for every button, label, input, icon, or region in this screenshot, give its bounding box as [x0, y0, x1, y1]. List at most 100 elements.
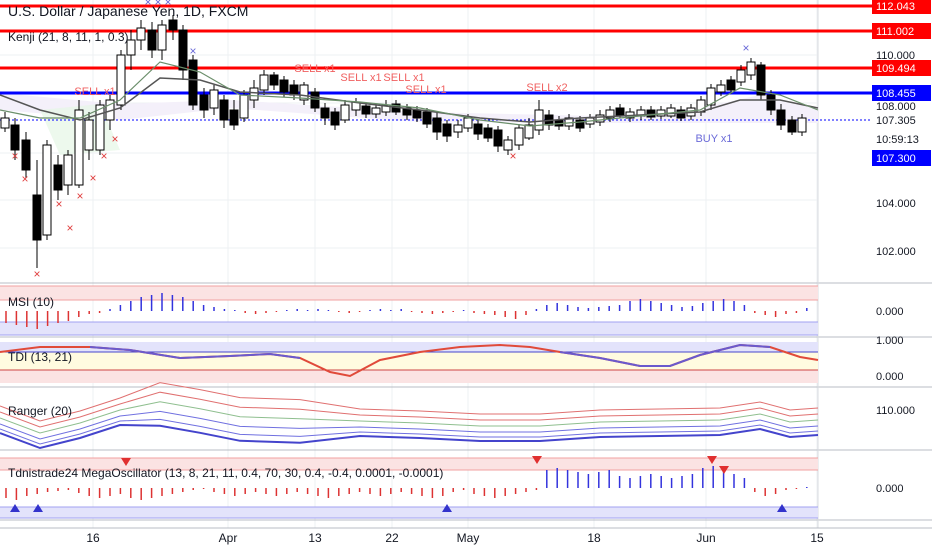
buy-arrow	[10, 504, 20, 512]
candle-body	[209, 89, 219, 109]
candle-body	[615, 107, 625, 116]
candle-body	[0, 117, 10, 129]
ranger-band-line	[0, 391, 819, 428]
candle-body	[21, 139, 31, 171]
signal-label: SELL x1	[405, 84, 446, 96]
moving-average-line	[0, 61, 819, 127]
candle-body	[483, 127, 493, 139]
tdi-upper-zone	[0, 342, 818, 352]
candle-body	[676, 109, 686, 119]
candle-body	[605, 109, 615, 119]
candle-body	[503, 139, 513, 151]
candle-body	[746, 61, 756, 76]
candle-body	[442, 123, 452, 137]
signal-label: SELL x2	[526, 82, 567, 94]
price-level-box	[872, 112, 931, 128]
candle-body	[188, 59, 198, 106]
candle-body	[126, 39, 136, 56]
candle-body	[199, 94, 209, 111]
date-label: 22	[385, 531, 399, 545]
sell-marker: ×	[11, 149, 18, 163]
candle-body	[229, 109, 239, 126]
candle-body	[706, 87, 716, 106]
price-level-box	[872, 85, 931, 101]
candle-body	[168, 19, 178, 31]
tdi-tick-label: 1.000	[876, 335, 904, 347]
moving-average-line	[0, 77, 819, 123]
candle-body	[432, 117, 442, 133]
msi-lower-zone	[0, 322, 818, 335]
candle-body	[330, 111, 340, 126]
candle-body	[756, 64, 766, 96]
price-tick-label: 110.000	[876, 50, 915, 62]
megaoscillator-indicator-label[interactable]: Tdnistrade24 MegaOscillator (13, 8, 21, …	[8, 466, 444, 480]
sell-marker: ×	[55, 197, 62, 211]
candle-body	[84, 119, 94, 151]
tdi-lower-zone	[0, 370, 818, 383]
ranger-band-line	[0, 418, 819, 445]
candle-body	[74, 109, 84, 186]
ranger-band-line	[0, 382, 819, 422]
price-level-value: 109.494	[876, 63, 916, 75]
candle-body	[157, 24, 167, 51]
sell-marker: ×	[89, 171, 96, 185]
buy-arrow	[442, 504, 452, 512]
candle-body	[63, 154, 73, 186]
candle-body	[736, 69, 746, 83]
buy-arrow	[33, 504, 43, 512]
ranger-band-line	[0, 423, 819, 450]
buy-marker: ×	[164, 0, 171, 9]
price-level-value: 10:59:13	[876, 134, 919, 146]
candle-body	[53, 164, 63, 191]
candle-body	[666, 107, 676, 117]
kenji-indicator-label[interactable]: Kenji (21, 8, 11, 1, 0.3)	[8, 30, 129, 44]
ranger-band-line	[0, 410, 819, 440]
price-tick-label: 108.000	[876, 101, 916, 113]
sell-arrow	[707, 456, 717, 464]
ranger-tick-label: 110.000	[876, 405, 915, 417]
candle-body	[463, 117, 473, 129]
price-level-value: 111.002	[876, 26, 914, 38]
candle-body	[95, 104, 105, 151]
candle-body	[787, 119, 797, 133]
sell-marker: ×	[33, 267, 40, 281]
candle-body	[514, 127, 524, 146]
date-label: 16	[86, 531, 100, 545]
mega-lower-zone	[0, 507, 818, 518]
mega-tick-label: 0.000	[876, 483, 904, 495]
symbol-title: U.S. Dollar / Japanese Yen, 1D, FXCM	[8, 3, 249, 19]
price-level-box	[872, 150, 931, 166]
date-label: Jun	[696, 531, 716, 545]
tdi-indicator-label[interactable]: TDI (13, 21)	[8, 350, 73, 364]
date-label: 15	[810, 531, 824, 545]
buy-arrow	[777, 504, 787, 512]
candle-body	[646, 109, 656, 118]
tdi-signal-line-blue	[89, 346, 301, 360]
sell-marker: ×	[509, 149, 516, 163]
candle-body	[595, 114, 605, 123]
sell-marker: ×	[111, 132, 118, 146]
candle-body	[473, 123, 483, 135]
candle-body	[412, 109, 422, 119]
price-level-value: 107.300	[876, 153, 916, 165]
msi-indicator-label[interactable]: MSI (10)	[8, 295, 55, 309]
buy-marker: ×	[144, 0, 151, 9]
price-tick-label: 102.000	[876, 246, 916, 258]
signal-label: SELL x1	[383, 72, 424, 84]
signal-label: SELL x1	[74, 86, 115, 98]
price-tick-label: 104.000	[876, 198, 916, 210]
candle-body	[279, 79, 289, 93]
candle-body	[656, 109, 666, 117]
candle-body	[10, 124, 20, 151]
candle-body	[776, 109, 786, 126]
candle-body	[493, 129, 503, 147]
buy-marker: ×	[154, 0, 161, 9]
candle-body	[422, 111, 432, 125]
candle-body	[299, 84, 309, 101]
candle-body	[32, 194, 42, 241]
ranger-indicator-label[interactable]: Ranger (20)	[8, 404, 73, 418]
candle-body	[340, 104, 350, 121]
signal-label: BUY x1	[695, 133, 732, 145]
